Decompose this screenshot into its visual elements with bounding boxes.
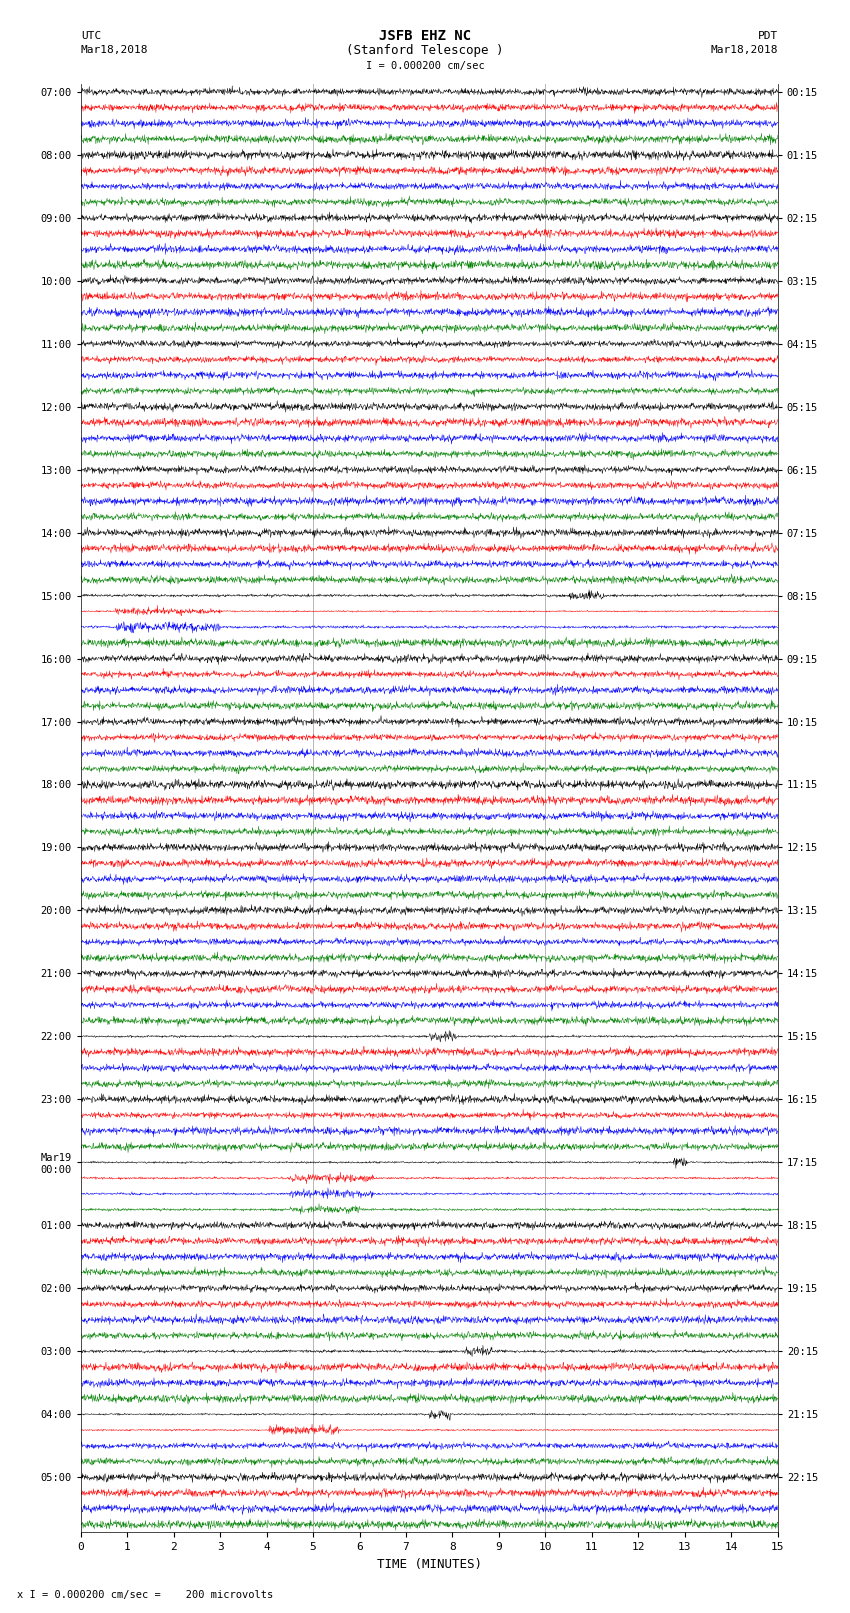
Text: PDT: PDT — [757, 31, 778, 40]
Text: UTC: UTC — [81, 31, 101, 40]
Text: I = 0.000200 cm/sec: I = 0.000200 cm/sec — [366, 61, 484, 71]
Text: x I = 0.000200 cm/sec =    200 microvolts: x I = 0.000200 cm/sec = 200 microvolts — [17, 1590, 273, 1600]
Text: Mar18,2018: Mar18,2018 — [81, 45, 148, 55]
Text: Mar18,2018: Mar18,2018 — [711, 45, 778, 55]
Text: (Stanford Telescope ): (Stanford Telescope ) — [346, 44, 504, 56]
Text: JSFB EHZ NC: JSFB EHZ NC — [379, 29, 471, 44]
X-axis label: TIME (MINUTES): TIME (MINUTES) — [377, 1558, 482, 1571]
